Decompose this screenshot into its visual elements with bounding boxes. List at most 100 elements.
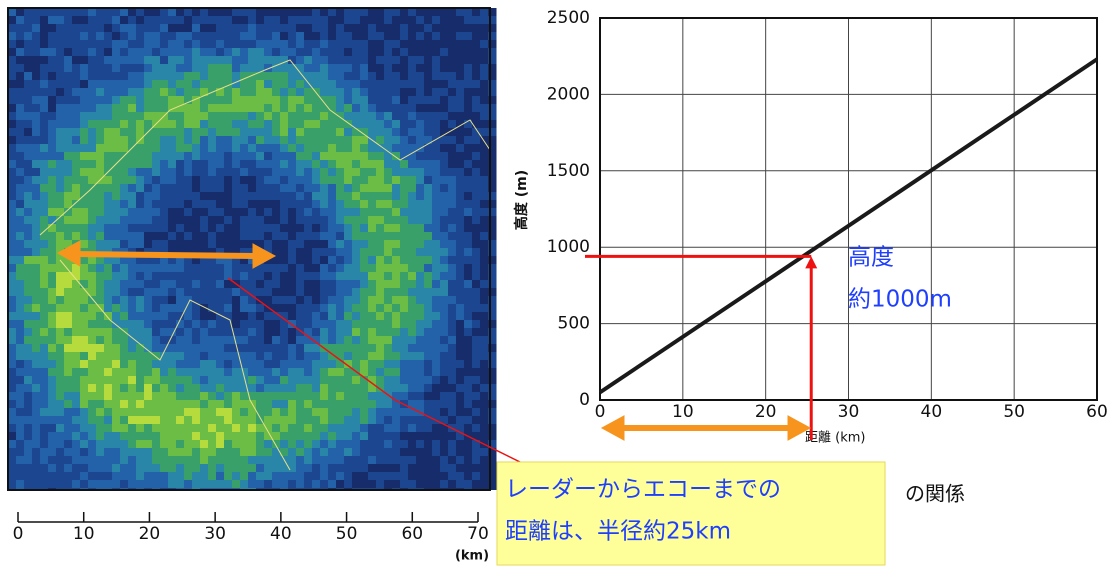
radar-cell (384, 400, 393, 409)
radar-cell (232, 160, 241, 169)
radar-cell (56, 192, 65, 201)
radar-cell (256, 400, 265, 409)
radar-cell (80, 384, 89, 393)
radar-cell (144, 448, 153, 457)
radar-cell (264, 328, 273, 337)
radar-cell (288, 40, 297, 49)
radar-cell (224, 104, 233, 113)
radar-cell (248, 432, 257, 441)
radar-cell (408, 392, 417, 401)
radar-cell (432, 472, 441, 481)
radar-cell (432, 160, 441, 169)
radar-cell (192, 384, 201, 393)
radar-cell (472, 64, 481, 73)
radar-cell (176, 296, 185, 305)
radar-cell (208, 232, 217, 241)
radar-cell (40, 192, 49, 201)
radar-cell (328, 440, 337, 449)
radar-cell (352, 208, 361, 217)
radar-cell (160, 368, 169, 377)
radar-cell (384, 432, 393, 441)
radar-cell (32, 104, 41, 113)
radar-cell (456, 128, 465, 137)
radar-cell (104, 200, 113, 209)
radar-cell (336, 96, 345, 105)
radar-cell (88, 384, 97, 393)
radar-cell (16, 424, 25, 433)
radar-cell (80, 48, 89, 57)
radar-cell (152, 64, 161, 73)
radar-cell (240, 392, 249, 401)
radar-cell (376, 336, 385, 345)
radar-cell (352, 392, 361, 401)
radar-cell (112, 24, 121, 33)
radar-cell (344, 192, 353, 201)
radar-cell (176, 304, 185, 313)
radar-cell (120, 16, 129, 25)
radar-cell (368, 472, 377, 481)
radar-cell (40, 248, 49, 257)
radar-cell (320, 120, 329, 129)
radar-cell (192, 120, 201, 129)
radar-cell (352, 56, 361, 65)
radar-cell (88, 472, 97, 481)
radar-cell (144, 480, 153, 489)
radar-cell (160, 72, 169, 81)
radar-cell (184, 264, 193, 273)
radar-cell (464, 224, 473, 233)
radar-cell (288, 8, 297, 17)
radar-cell (368, 184, 377, 193)
radar-cell (136, 456, 145, 465)
radar-cell (88, 120, 97, 129)
radar-cell (32, 176, 41, 185)
radar-cell (408, 16, 417, 25)
radar-cell (296, 184, 305, 193)
radar-cell (144, 416, 153, 425)
radar-cell (208, 480, 217, 489)
radar-cell (120, 448, 129, 457)
radar-cell (288, 376, 297, 385)
radar-cell (368, 304, 377, 313)
radar-cell (216, 416, 225, 425)
radar-cell (400, 136, 409, 145)
radar-cell (240, 64, 249, 73)
radar-cell (336, 480, 345, 489)
radar-cell (48, 288, 57, 297)
radar-cell (248, 424, 257, 433)
radar-cell (296, 208, 305, 217)
radar-cell (352, 296, 361, 305)
radar-cell (464, 248, 473, 257)
radar-cell (368, 88, 377, 97)
radar-cell (208, 128, 217, 137)
radar-cell (184, 152, 193, 161)
radar-cell (72, 416, 81, 425)
radar-cell (352, 400, 361, 409)
radar-cell (128, 176, 137, 185)
radar-cell (24, 248, 33, 257)
radar-cell (400, 344, 409, 353)
radar-cell (352, 144, 361, 153)
radar-cell (376, 448, 385, 457)
radar-cell (224, 456, 233, 465)
radar-cell (128, 400, 137, 409)
radar-cell (72, 104, 81, 113)
radar-cell (136, 96, 145, 105)
radar-cell (384, 40, 393, 49)
radar-cell (200, 296, 209, 305)
radar-cell (176, 16, 185, 25)
radar-cell (480, 160, 489, 169)
radar-cell (312, 272, 321, 281)
radar-cell (192, 320, 201, 329)
radar-cell (328, 472, 337, 481)
radar-cell (200, 384, 209, 393)
radar-cell (96, 376, 105, 385)
radar-cell (176, 240, 185, 249)
radar-cell (272, 384, 281, 393)
radar-cell (32, 336, 41, 345)
radar-cell (480, 456, 489, 465)
radar-cell (152, 416, 161, 425)
radar-cell (64, 16, 73, 25)
radar-cell (40, 464, 49, 473)
radar-cell (328, 168, 337, 177)
radar-cell (48, 16, 57, 25)
